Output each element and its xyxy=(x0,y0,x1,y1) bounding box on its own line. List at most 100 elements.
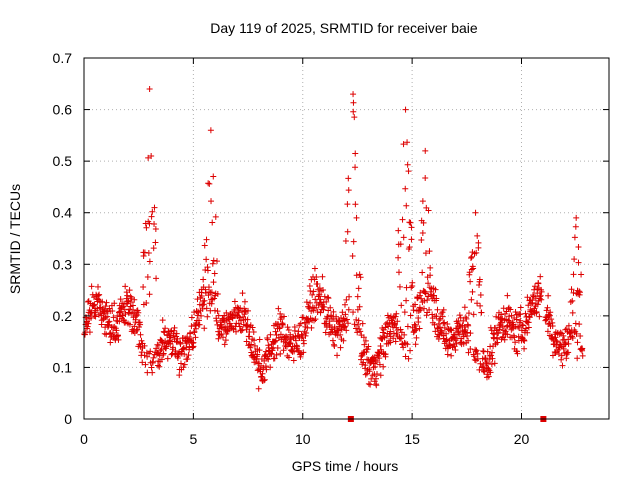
y-tick-label: 0.3 xyxy=(53,256,73,272)
data-point xyxy=(385,323,392,330)
data-point xyxy=(146,85,153,92)
data-point xyxy=(444,345,451,352)
data-point xyxy=(99,298,106,305)
data-point xyxy=(571,256,578,263)
data-point xyxy=(268,350,275,357)
data-point xyxy=(382,324,389,331)
data-point xyxy=(267,364,274,371)
data-point xyxy=(546,320,553,327)
data-point xyxy=(409,283,416,290)
data-point xyxy=(398,335,405,342)
data-point xyxy=(474,300,481,307)
data-point xyxy=(422,147,429,154)
y-tick-label: 0.1 xyxy=(53,359,73,375)
data-point xyxy=(272,338,279,345)
data-point xyxy=(503,323,510,330)
data-point xyxy=(407,347,414,354)
x-tick-label: 10 xyxy=(295,431,311,447)
data-point xyxy=(331,343,338,350)
data-point xyxy=(343,296,350,303)
data-point xyxy=(285,327,292,334)
data-point xyxy=(297,320,304,327)
data-point xyxy=(416,325,423,332)
data-point xyxy=(341,324,348,331)
data-point xyxy=(265,356,272,363)
data-point xyxy=(418,295,425,302)
data-point xyxy=(560,345,567,352)
data-point xyxy=(344,228,351,235)
data-point xyxy=(544,328,551,335)
data-point xyxy=(574,355,581,362)
data-point xyxy=(162,325,169,332)
data-point xyxy=(419,198,426,205)
data-point xyxy=(280,313,287,320)
data-point xyxy=(290,357,297,364)
data-point xyxy=(189,344,196,351)
data-point xyxy=(204,313,211,320)
y-axis-ticks: 0 0.1 0.2 0.3 0.4 0.5 0.6 0.7 xyxy=(53,50,609,427)
data-point xyxy=(272,328,279,335)
data-point xyxy=(280,347,287,354)
data-point xyxy=(524,329,531,336)
data-point xyxy=(303,299,310,306)
data-point xyxy=(558,356,565,363)
data-point xyxy=(401,339,408,346)
data-point xyxy=(176,372,183,379)
data-point xyxy=(243,338,250,345)
data-point xyxy=(468,296,475,303)
data-point xyxy=(472,209,479,216)
data-point xyxy=(362,371,369,378)
data-point xyxy=(277,310,284,317)
data-point xyxy=(448,327,455,334)
data-point xyxy=(366,368,373,375)
y-tick-label: 0.4 xyxy=(53,205,73,221)
data-point xyxy=(117,296,124,303)
data-point xyxy=(106,318,113,325)
data-point xyxy=(499,323,506,330)
data-point xyxy=(131,296,138,303)
data-point xyxy=(354,293,361,300)
data-point xyxy=(413,326,420,333)
data-point xyxy=(96,291,103,298)
x-tick-label: 0 xyxy=(80,431,88,447)
data-point xyxy=(191,328,198,335)
data-point xyxy=(482,355,489,362)
data-point xyxy=(179,346,186,353)
data-point xyxy=(311,265,318,272)
data-point xyxy=(569,309,576,316)
data-point xyxy=(212,213,219,220)
data-point xyxy=(411,327,418,334)
data-point xyxy=(476,276,483,283)
data-point xyxy=(365,343,372,350)
data-point xyxy=(537,273,544,280)
data-point xyxy=(166,337,173,344)
data-point xyxy=(549,322,556,329)
data-point xyxy=(300,340,307,347)
data-point xyxy=(352,150,359,157)
data-point xyxy=(546,312,553,319)
data-point xyxy=(465,322,472,329)
data-point xyxy=(432,328,439,335)
data-point xyxy=(402,353,409,360)
data-point xyxy=(531,283,538,290)
data-point xyxy=(328,312,335,319)
data-point xyxy=(569,334,576,341)
data-point xyxy=(106,305,113,312)
data-point xyxy=(342,311,349,318)
data-point xyxy=(524,294,531,301)
data-point xyxy=(352,201,359,208)
data-point xyxy=(203,256,210,263)
data-point xyxy=(201,325,208,332)
data-point xyxy=(439,313,446,320)
data-point xyxy=(357,328,364,335)
data-point xyxy=(285,354,292,361)
data-point xyxy=(314,281,321,288)
data-point xyxy=(245,307,252,314)
data-point xyxy=(572,223,579,230)
data-point xyxy=(460,317,467,324)
data-point xyxy=(249,324,256,331)
data-point xyxy=(274,345,281,352)
data-point xyxy=(397,241,404,248)
data-point xyxy=(395,269,402,276)
data-point xyxy=(102,303,109,310)
